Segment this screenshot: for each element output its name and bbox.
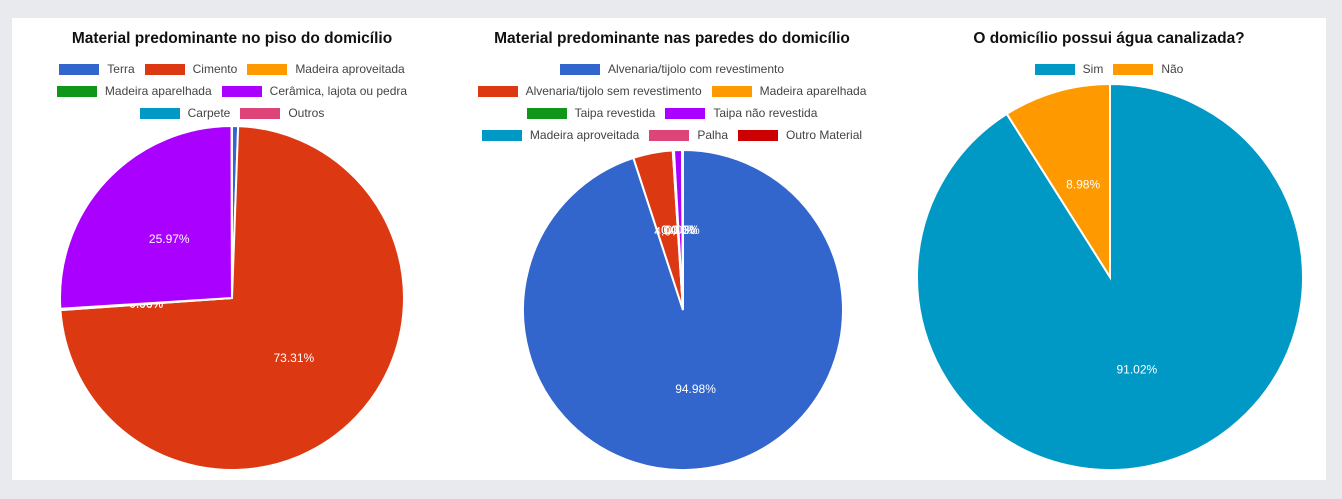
legend-item[interactable]: Madeira aparelhada (56, 84, 212, 98)
legend-label: Taipa não revestida (713, 106, 818, 120)
legend-swatch (738, 129, 779, 141)
legend-row: Carpete Outros (12, 102, 452, 124)
pie-chart: 94.98%4.0%0.06%0.06%0.80%0.06% (522, 148, 844, 471)
dashboard-card: Material predominante no piso do domicíl… (12, 18, 1326, 480)
legend-swatch (526, 107, 567, 119)
legend-item[interactable]: Cimento (144, 62, 238, 76)
chart-panel-paredes: Material predominante nas paredes do dom… (452, 18, 892, 480)
legend-label: Madeira aparelhada (104, 84, 212, 98)
legend-swatch (481, 129, 522, 141)
legend-item[interactable]: Outros (240, 106, 324, 120)
legend-swatch (240, 107, 281, 119)
legend-label: Palha (697, 128, 729, 142)
legend-row: Madeira aparelhada Cerâmica, lajota ou pe… (12, 80, 452, 102)
legend-swatch (221, 85, 262, 97)
legend-label: Outro Material (786, 128, 863, 142)
legend-row: Taipa revestida Taipa não revestida (452, 102, 892, 124)
legend-label: Alvenaria/tijolo com revestimento (607, 62, 785, 76)
slice-label: 73.31% (274, 351, 315, 365)
legend-label: Madeira aparelhada (759, 84, 867, 98)
legend-row: Sim Não (892, 58, 1326, 80)
legend-swatch (559, 63, 600, 75)
legend-item[interactable]: Alvenaria/tijolo com revestimento (559, 62, 785, 76)
chart-legend: Sim Não (892, 58, 1326, 80)
legend-label: Carpete (187, 106, 231, 120)
legend-row: Madeira aproveitada Palha Outro Material (452, 124, 892, 146)
legend-item[interactable]: Taipa revestida (526, 106, 656, 120)
legend-swatch (59, 63, 100, 75)
legend-swatch (1034, 63, 1075, 75)
legend-item[interactable]: Carpete (139, 106, 231, 120)
legend-label: Não (1161, 62, 1184, 76)
legend-swatch (56, 85, 97, 97)
legend-label: Madeira aproveitada (295, 62, 405, 76)
legend-label: Madeira aproveitada (529, 128, 640, 142)
chart-legend: Terra Cimento Madeira aproveitada Madeira a… (12, 58, 452, 124)
legend-label: Taipa revestida (574, 106, 656, 120)
legend-swatch (1113, 63, 1154, 75)
pie-chart: 0.57%73.31%0.06%0.06%25.97% (59, 124, 405, 471)
slice-label: 25.97% (149, 232, 190, 246)
legend-item[interactable]: Terra (59, 62, 135, 76)
pie-slice[interactable] (1005, 82, 1111, 281)
chart-panel-piso: Material predominante no piso do domicíl… (12, 18, 452, 480)
legend-swatch (477, 85, 518, 97)
legend-label: Outros (288, 106, 325, 120)
legend-item[interactable]: Outro Material (738, 128, 862, 142)
chart-title: Material predominante no piso do domicíl… (71, 30, 393, 47)
legend-label: Terra (107, 62, 135, 76)
legend-item[interactable]: Madeira aparelhada (711, 84, 867, 98)
legend-label: Alvenaria/tijolo sem revestimento (525, 84, 702, 98)
slice-label: 91.02% (1117, 363, 1158, 377)
slice-label: 94.98% (675, 382, 716, 396)
chart-panel-agua: O domicílio possui água canalizada? Sim N… (892, 18, 1326, 480)
legend-swatch (665, 107, 706, 119)
chart-title: Material predominante nas paredes do dom… (494, 30, 850, 47)
pie-chart: 91.02% 8.98% (916, 82, 1304, 471)
legend-item[interactable]: Sim (1034, 62, 1104, 76)
legend-item[interactable]: Madeira aproveitada (481, 128, 640, 142)
legend-swatch (139, 107, 180, 119)
slice-label: 0.80% (663, 223, 697, 237)
legend-swatch (649, 129, 690, 141)
pie-slice[interactable] (59, 124, 234, 310)
chart-legend: Alvenaria/tijolo com revestimento Alvenar… (452, 58, 892, 146)
legend-label: Cerâmica, lajota ou pedra (269, 84, 408, 98)
slice-label: 8.98% (1066, 177, 1100, 191)
legend-row: Terra Cimento Madeira aproveitada (12, 58, 452, 80)
legend-item[interactable]: Palha (649, 128, 728, 142)
legend-item[interactable]: Madeira aproveitada (247, 62, 405, 76)
legend-item[interactable]: Taipa não revestida (665, 106, 817, 120)
slice-label: 4.0% (654, 224, 682, 238)
legend-row: Alvenaria/tijolo com revestimento (452, 58, 892, 80)
chart-title: O domicílio possui água canalizada? (973, 30, 1245, 47)
legend-swatch (711, 85, 752, 97)
legend-swatch (144, 63, 185, 75)
legend-item[interactable]: Alvenaria/tijolo sem revestimento (477, 84, 702, 98)
legend-swatch (247, 63, 288, 75)
legend-label: Cimento (192, 62, 238, 76)
legend-label: Sim (1082, 62, 1104, 76)
legend-item[interactable]: Cerâmica, lajota ou pedra (221, 84, 408, 98)
legend-item[interactable]: Não (1113, 62, 1183, 76)
legend-row: Alvenaria/tijolo sem revestimento Madeira… (452, 80, 892, 102)
